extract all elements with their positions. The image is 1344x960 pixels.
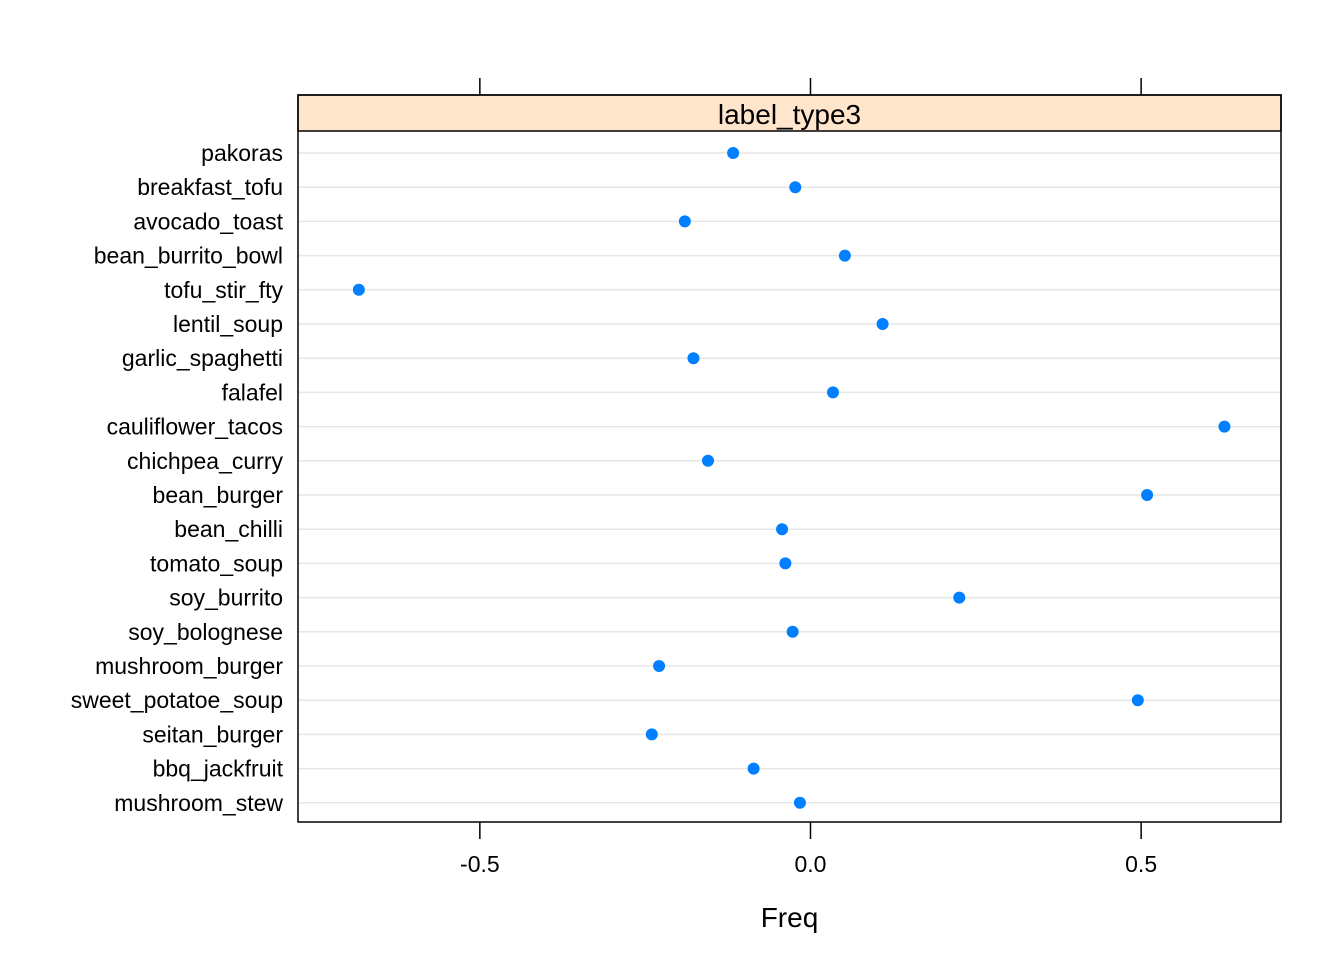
data-point — [779, 557, 792, 570]
category-label: mushroom_burger — [95, 653, 283, 679]
data-point — [1218, 420, 1231, 433]
bottom-axis: -0.5 0.0 0.5 — [460, 822, 1157, 877]
category-label: bbq_jackfruit — [153, 756, 284, 782]
panel-frame — [297, 94, 1282, 823]
data-point — [838, 249, 851, 262]
category-label: sweet_potatoe_soup — [71, 687, 283, 713]
category-label: chichpea_curry — [127, 448, 283, 474]
data-point — [747, 762, 760, 775]
category-labels: pakoras breakfast_tofu avocado_toast bean_b… — [71, 140, 284, 816]
category-label: garlic_spaghetti — [122, 345, 283, 371]
x-axis-title: Freq — [761, 902, 819, 933]
data-point — [1141, 489, 1154, 501]
category-label: tofu_stir_fty — [164, 277, 283, 303]
category-label: breakfast_tofu — [137, 174, 283, 200]
data-point — [727, 147, 740, 159]
category-label: cauliflower_tacos — [107, 414, 283, 440]
x-tick-label: 0.0 — [795, 851, 827, 877]
data-point — [352, 283, 365, 296]
category-label: falafel — [222, 379, 283, 405]
category-label: pakoras — [201, 140, 283, 166]
data-point — [653, 660, 666, 672]
data-point — [826, 386, 839, 399]
x-tick-label: -0.5 — [460, 851, 500, 877]
data-point — [953, 591, 966, 604]
top-axis — [479, 78, 1142, 95]
data-point — [645, 728, 658, 741]
gridlines — [298, 152, 1281, 804]
category-label: soy_bolognese — [128, 619, 283, 645]
data-points — [352, 147, 1231, 809]
data-point — [793, 796, 806, 809]
data-point — [1131, 694, 1144, 707]
data-point — [687, 352, 700, 365]
data-point — [678, 215, 691, 228]
strip-label: label_type3 — [718, 99, 861, 130]
data-point — [789, 181, 802, 194]
category-label: avocado_toast — [133, 208, 283, 234]
category-label: soy_burrito — [169, 585, 283, 611]
category-label: mushroom_stew — [114, 790, 283, 816]
data-point — [701, 454, 714, 467]
data-point — [876, 318, 889, 330]
category-label: seitan_burger — [142, 721, 283, 747]
category-label: bean_chilli — [174, 516, 283, 542]
category-label: lentil_soup — [173, 311, 283, 337]
data-point — [776, 523, 789, 536]
x-tick-label: 0.5 — [1125, 851, 1157, 877]
data-point — [786, 625, 799, 638]
category-label: tomato_soup — [150, 550, 283, 576]
category-label: bean_burger — [153, 482, 284, 508]
category-label: bean_burrito_bowl — [94, 243, 283, 269]
